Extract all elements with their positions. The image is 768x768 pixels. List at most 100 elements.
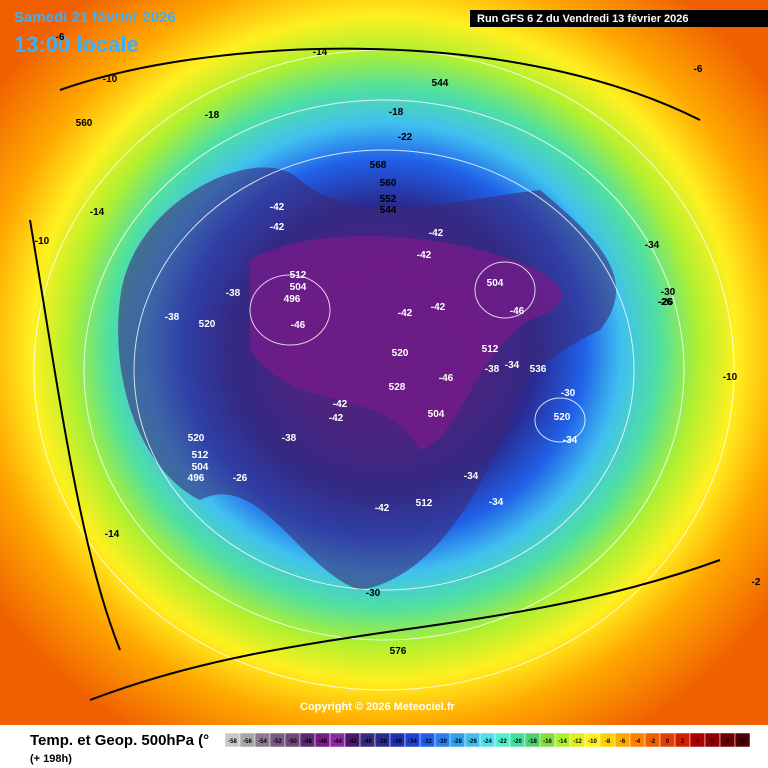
colorbar-label: -52 [273,739,282,745]
colorbar-label: -12 [573,739,582,745]
run-box [470,10,768,27]
contour-label: 512 [192,450,209,461]
contour-label: -14 [105,529,120,540]
contour-label: 520 [199,319,216,330]
colorbar-label: -24 [483,739,492,745]
colorbar-label: -48 [303,739,312,745]
colorbar-cell [734,732,751,748]
contour-label: -10 [35,236,50,247]
colorbar-label: 6 [711,739,715,745]
contour-label: -26 [233,473,248,484]
colorbar-label: -46 [318,739,327,745]
contour-label: -42 [270,202,285,213]
contour-label: 552 [380,194,397,205]
contour-label: -38 [165,312,180,323]
colorbar-label: -8 [605,739,611,745]
contour-label: -34 [645,240,660,251]
contour-label: 576 [390,646,407,657]
colorbar-label: -42 [348,739,357,745]
contour-label: -42 [329,413,344,424]
contour-label: 512 [290,270,307,281]
contour-label: 504 [487,278,504,289]
contour-label: 520 [188,433,205,444]
contour-label: -42 [375,503,390,514]
colorbar-label: 10 [739,739,746,745]
contour-label: -22 [398,132,413,143]
contour-label: 528 [389,382,406,393]
contour-label: 536 [530,364,547,375]
contour-label: 504 [428,409,445,420]
run-text: Run GFS 6 Z du Vendredi 13 février 2026 [477,13,689,25]
contour-label: -42 [429,228,444,239]
contour-label: 504 [192,462,209,473]
contour-label: -2 [752,577,761,588]
contour-label: -34 [464,471,479,482]
contour-label: -42 [333,399,348,410]
colorbar-label: -38 [378,739,387,745]
colorbar-label: -2 [650,739,656,745]
colorbar-label: -34 [408,739,417,745]
contour-label: -42 [270,222,285,233]
colorbar-label: -16 [543,739,552,745]
copyright: Copyright © 2026 Meteociel.fr [300,701,456,713]
colorbar-label: 2 [681,739,685,745]
contour-label: 560 [76,118,93,129]
contour-label: -34 [563,435,578,446]
colorbar-label: -28 [453,739,462,745]
contour-label: -38 [485,364,500,375]
colorbar-label: -6 [620,739,626,745]
contour-label: -38 [282,433,297,444]
colorbar-label: -44 [333,739,342,745]
colorbar-label: -50 [288,739,297,745]
contour-label: -26 [658,297,673,308]
contour-label: -10 [723,372,738,383]
contour-label: -38 [226,288,241,299]
colorbar-label: -22 [498,739,507,745]
contour-label: -34 [489,497,504,508]
contour-label: 520 [392,348,409,359]
colorbar-label: -58 [228,739,237,745]
colorbar-label: -26 [468,739,477,745]
contour-label: -46 [291,320,306,331]
colorbar-label: -20 [513,739,522,745]
date: Samedi 21 février 2026 [14,9,176,26]
colorbar-label: 4 [696,739,700,745]
contour-label: -30 [661,287,676,298]
contour-label: 568 [370,160,387,171]
contour-label: -42 [417,250,432,261]
contour-label: -26 [659,297,674,308]
contour-label: 512 [416,498,433,509]
colorbar-label: 8 [726,739,730,745]
colorbar-label: -40 [363,739,372,745]
colorbar-label: 0 [666,739,670,745]
legend-title: Temp. et Geop. 500hPa (° [30,732,209,749]
contour-label: 544 [380,205,397,216]
contour-label: -30 [366,588,381,599]
colorbar-label: -30 [438,739,447,745]
contour-label: -42 [431,302,446,313]
colorbar-label: -56 [243,739,252,745]
contour-label: -46 [439,373,454,384]
contour-label: 544 [432,78,449,89]
contour-label: -18 [205,110,220,121]
contour-label: 560 [380,178,397,189]
colorbar-label: -32 [423,739,432,745]
colorbar-label: -4 [635,739,641,745]
contour-label: -42 [398,308,413,319]
contour-label: -6 [694,64,703,75]
colorbar-label: -18 [528,739,537,745]
colorbar-label: -36 [393,739,402,745]
contour-label: -18 [389,107,404,118]
contour-label: -10 [103,74,118,85]
contour-label: 496 [188,473,205,484]
cold-core [250,236,562,450]
contour-label: -14 [313,47,328,58]
contour-label: -30 [561,388,576,399]
contour-label: 504 [290,282,307,293]
colorbar-label: -54 [258,739,267,745]
colorbar-label: -14 [558,739,567,745]
contour-label: -6 [56,32,65,43]
lead-time: (+ 198h) [30,753,72,765]
